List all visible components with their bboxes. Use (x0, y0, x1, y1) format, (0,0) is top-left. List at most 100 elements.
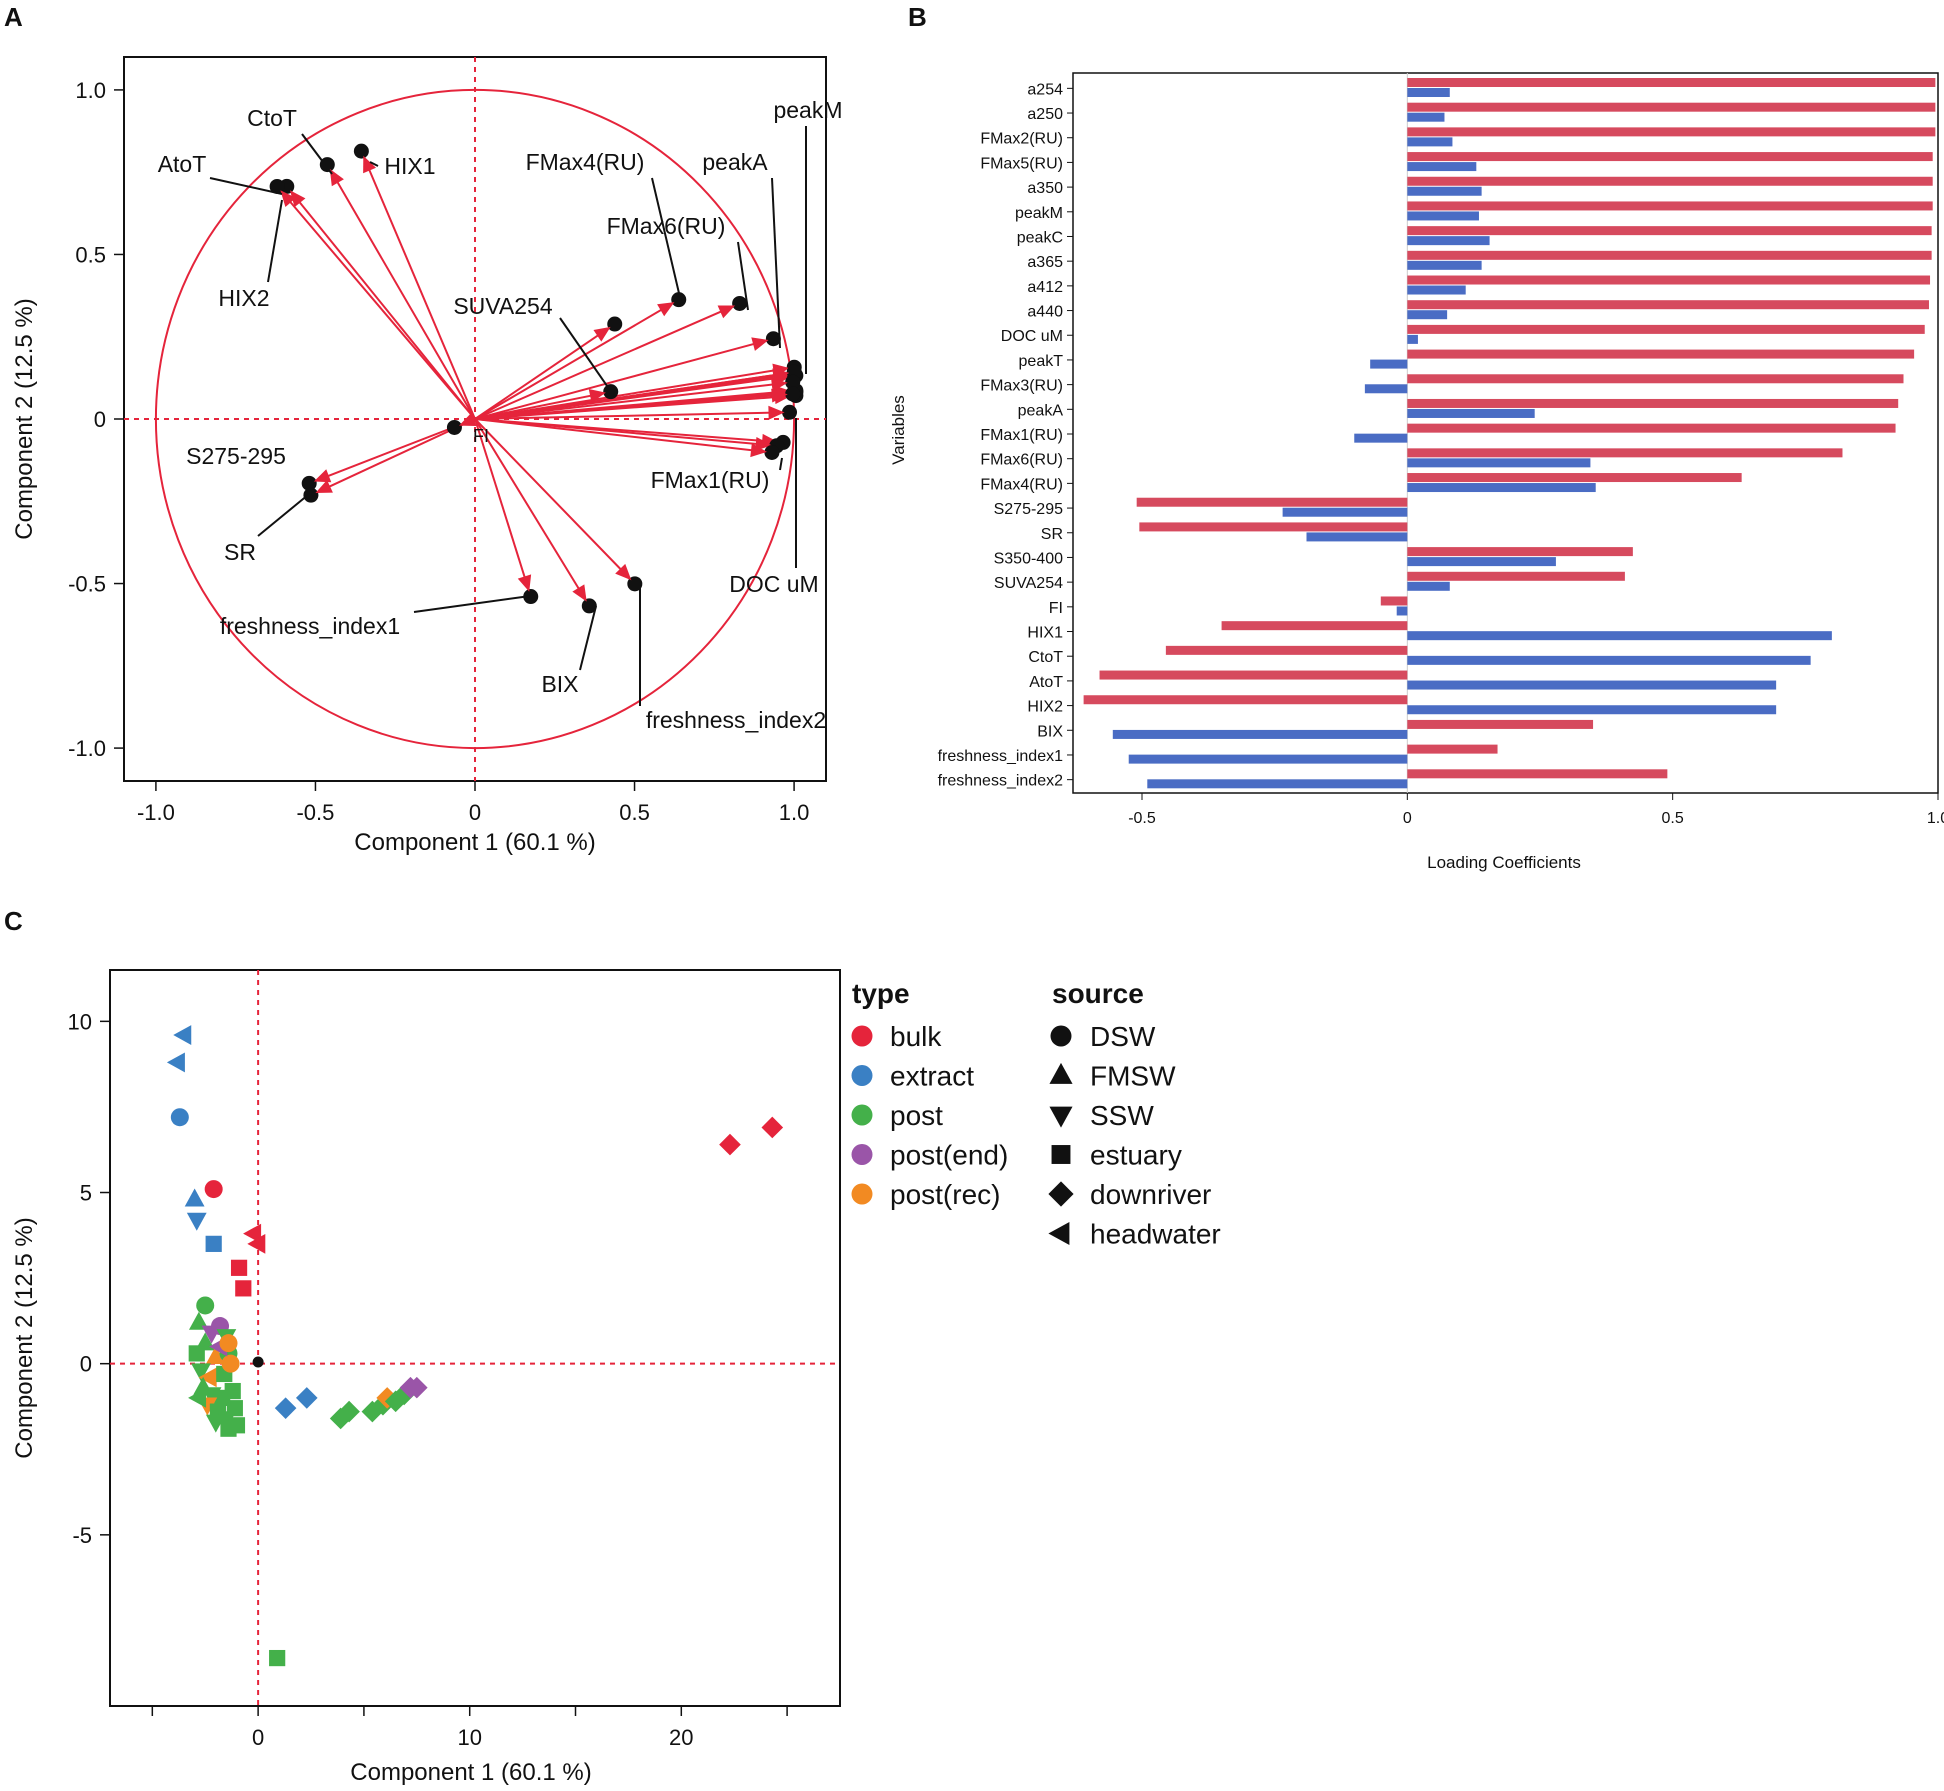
arrow-head (313, 469, 332, 483)
y-tick-label: 0.5 (75, 242, 106, 267)
arrow-shaft (279, 189, 476, 420)
score-point (235, 1280, 252, 1297)
y-axis-label: Component 2 (12.5 %) (11, 1217, 38, 1458)
arrow-head (329, 168, 344, 187)
arrow-shaft (362, 155, 476, 420)
score-point (196, 1296, 215, 1315)
score-point (170, 1108, 189, 1127)
arrow-shaft (474, 418, 531, 593)
variable-label: HIX2 (218, 285, 269, 311)
score-point (188, 1311, 209, 1330)
score-point (219, 1334, 238, 1353)
loading-bar-c2 (1282, 507, 1408, 517)
loading-bar-c1 (1407, 176, 1933, 186)
arrow-head (615, 563, 632, 581)
arrow-shaft (474, 339, 769, 420)
label-leader (559, 317, 615, 397)
loading-bar-c2 (1407, 211, 1479, 221)
category-label: a350 (1027, 180, 1063, 197)
arrow-head (289, 190, 306, 208)
loading-bar-c1 (1165, 645, 1408, 655)
variable-label: freshness_index2 (646, 707, 826, 733)
y-tick-label: 0 (80, 1352, 92, 1377)
x-tick-label: 0 (469, 800, 481, 825)
plot-frame (1072, 72, 1939, 794)
arrow-tip-dot (303, 487, 319, 503)
loading-bar-c1 (1407, 300, 1929, 310)
variable-label: BIX (541, 671, 578, 697)
y-tick-label: -0.5 (68, 572, 106, 597)
label-leader (651, 177, 683, 307)
loading-bar-c1 (1407, 423, 1896, 433)
loading-arrow (353, 143, 476, 420)
label-leader (413, 595, 531, 613)
legend-source-swatch (1048, 1181, 1074, 1207)
arrow-shaft (328, 168, 476, 420)
loading-arrow (474, 404, 798, 420)
legend-type-label: bulk (890, 1021, 942, 1052)
label-leader (579, 605, 597, 671)
legend-source-swatch (1050, 1025, 1072, 1047)
loading-bar-c2 (1407, 137, 1453, 147)
loading-arrow (474, 418, 780, 460)
arrow-shaft (474, 326, 612, 420)
arrow-shaft (474, 418, 633, 581)
y-tick-label: 1.0 (75, 78, 106, 103)
loading-bar-c1 (1407, 448, 1843, 458)
score-point (188, 1388, 207, 1408)
loading-bar-c2 (1407, 631, 1832, 641)
loading-bar-c2 (1306, 532, 1408, 542)
loading-bar-c2 (1407, 162, 1477, 172)
category-label: SUVA254 (994, 575, 1063, 592)
score-point (205, 1235, 222, 1252)
arrow-shaft (474, 418, 772, 447)
legend-source-swatch (1049, 1062, 1073, 1084)
x-tick-label: -0.5 (1128, 810, 1156, 827)
category-label: a365 (1027, 254, 1063, 271)
category-label: AtoT (1029, 674, 1063, 691)
x-tick-label: -1.0 (137, 800, 175, 825)
variable-label: FMax1(RU) (651, 467, 770, 493)
arrow-shaft (474, 391, 607, 420)
score-point (198, 1367, 217, 1388)
loading-bar-c1 (1407, 201, 1933, 211)
loading-bar-c1 (1407, 275, 1931, 285)
loading-bar-c1 (1407, 226, 1932, 236)
legend-source-swatch (1048, 1221, 1070, 1246)
variable-label: FMax4(RU) (526, 149, 645, 175)
loading-bar-c2 (1407, 260, 1482, 270)
arrow-tip-dot (269, 178, 285, 194)
score-point (188, 1345, 205, 1362)
label-leader (369, 161, 379, 167)
category-label: FMax2(RU) (980, 131, 1063, 148)
score-point (166, 1052, 185, 1073)
arrow-tip-dot (671, 292, 687, 308)
score-point (247, 1233, 266, 1254)
loading-bar-c1 (1407, 547, 1633, 557)
label-leader (737, 241, 749, 311)
arrow-tip-dot (782, 404, 798, 420)
loading-bar-c2 (1147, 779, 1408, 789)
score-point (221, 1354, 240, 1373)
arrow-tip-dot (732, 295, 748, 311)
x-tick-label: 10 (457, 1725, 481, 1750)
arrow-tip-dot (785, 386, 801, 402)
loading-bar-c1 (1407, 250, 1932, 260)
loading-bar-c1 (1099, 670, 1408, 680)
x-tick-label: 1.0 (1927, 810, 1944, 827)
label-leader (257, 489, 315, 537)
label-leader (779, 457, 783, 471)
arrow-shaft (474, 381, 788, 420)
category-label: HIX1 (1027, 625, 1063, 642)
arrow-shaft (474, 418, 768, 453)
arrow-head (593, 326, 611, 342)
legend-type-label: post(rec) (890, 1179, 1000, 1210)
arrow-shaft (474, 393, 788, 420)
score-point (224, 1382, 241, 1400)
loading-bar-c1 (1407, 127, 1936, 137)
label-leader (267, 199, 283, 283)
label-leader (301, 133, 333, 175)
category-label: FMax6(RU) (980, 452, 1063, 469)
loading-arrow (474, 374, 801, 420)
score-point (205, 1346, 226, 1365)
